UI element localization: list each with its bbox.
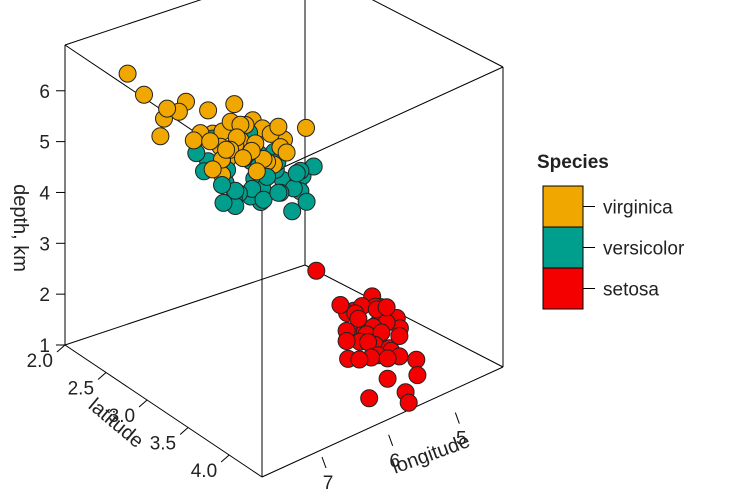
point-virginica (247, 162, 266, 181)
y-tick-label: 3.5 (150, 434, 176, 455)
point-setosa (399, 393, 418, 412)
y-axis-label: latitude (84, 394, 148, 452)
point-virginica (135, 85, 153, 104)
point-virginica (234, 149, 252, 168)
point-virginica (151, 127, 170, 146)
y-tick-label: 4.0 (191, 461, 217, 482)
point-versicolor (213, 176, 231, 194)
y-tick-mark (56, 344, 66, 353)
y-tick-mark (220, 454, 230, 463)
point-virginica (199, 101, 218, 120)
y-tick-mark (179, 427, 189, 435)
point-setosa (377, 298, 396, 317)
box-edge (371, 0, 504, 68)
point-setosa (307, 261, 326, 280)
y-tick-mark (138, 399, 148, 408)
point-virginica (269, 117, 288, 136)
point-versicolor (283, 202, 302, 221)
point-versicolor (254, 190, 273, 209)
point-virginica (217, 140, 236, 159)
legend-swatch-versicolor (542, 226, 584, 269)
point-virginica (225, 95, 244, 114)
point-setosa (378, 349, 397, 368)
box-edge (261, 66, 504, 178)
z-axis-label: depth, km (9, 184, 31, 272)
x-axis-ticks: 5 6 7 (321, 412, 467, 494)
point-virginica (184, 131, 203, 150)
point-setosa (408, 366, 427, 385)
y-tick-label: 3.0 (109, 406, 135, 427)
point-virginica (118, 64, 137, 83)
x-tick-mark (454, 412, 460, 424)
legend-label-virginica: virginica (603, 198, 673, 219)
box-edge (261, 366, 504, 478)
z-tick-label: 4 (39, 183, 50, 204)
point-setosa (390, 327, 409, 345)
x-tick-label: 7 (323, 473, 334, 494)
x-axis-label: longitude (389, 430, 473, 478)
point-setosa (331, 296, 350, 314)
legend-title: Species (537, 152, 609, 173)
point-setosa (349, 309, 368, 328)
point-setosa (350, 350, 369, 369)
z-tick-label: 2 (39, 285, 50, 306)
point-setosa (337, 332, 356, 350)
x-tick-mark (388, 434, 394, 446)
z-tick-label: 3 (39, 234, 50, 255)
legend: Species virginica versicolor setosa (537, 152, 685, 310)
y-tick-label: 2.5 (68, 379, 94, 400)
point-versicolor (287, 164, 306, 183)
legend-label-setosa: setosa (603, 280, 659, 301)
legend-swatch-virginica (542, 185, 584, 228)
box-edge (64, 264, 306, 346)
point-versicolor (297, 192, 316, 211)
point-setosa (407, 350, 426, 369)
z-tick-label: 6 (39, 82, 50, 103)
box-edge (64, 0, 202, 46)
y-tick-label: 2.0 (27, 351, 53, 372)
legend-label-versicolor: versicolor (603, 239, 685, 260)
x-tick-label: 5 (456, 429, 467, 450)
legend-swatch-setosa (542, 267, 584, 310)
point-setosa (360, 389, 379, 408)
y-tick-mark (97, 372, 107, 380)
data-points (118, 64, 427, 412)
point-virginica (297, 118, 315, 137)
point-virginica (201, 132, 220, 151)
point-setosa (378, 369, 397, 388)
point-versicolor (269, 183, 288, 202)
z-tick-label: 5 (39, 133, 50, 154)
z-axis-ticks: 1 2 3 4 5 6 (39, 82, 65, 357)
y-axis-ticks: 2.0 2.5 3.0 3.5 4.0 (27, 344, 230, 482)
x-tick-label: 6 (389, 451, 400, 472)
point-virginica (203, 160, 222, 179)
x-tick-mark (321, 456, 327, 469)
point-versicolor (214, 193, 233, 212)
point-virginica (158, 99, 177, 118)
point-virginica (277, 143, 296, 162)
z-tick-label: 1 (39, 336, 50, 357)
